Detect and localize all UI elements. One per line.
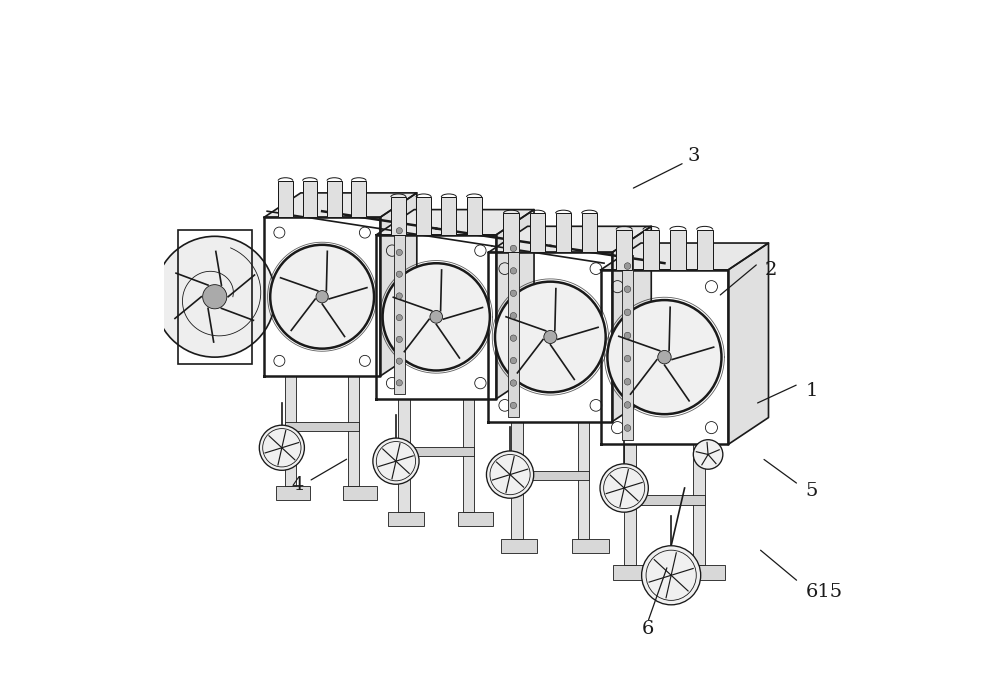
- Circle shape: [396, 249, 402, 255]
- Circle shape: [316, 290, 328, 303]
- Circle shape: [658, 350, 671, 364]
- Text: 2: 2: [765, 261, 778, 279]
- Bar: [416, 197, 431, 235]
- Bar: [693, 444, 705, 565]
- Text: 6: 6: [641, 620, 654, 638]
- Bar: [398, 447, 474, 456]
- Bar: [501, 539, 537, 553]
- Bar: [511, 471, 589, 481]
- Text: 1: 1: [805, 381, 818, 400]
- Bar: [285, 376, 296, 486]
- Bar: [508, 237, 519, 417]
- Bar: [463, 399, 474, 512]
- Bar: [178, 230, 252, 364]
- Circle shape: [510, 313, 517, 319]
- Bar: [458, 512, 493, 526]
- Circle shape: [154, 237, 275, 357]
- Bar: [285, 423, 359, 431]
- Polygon shape: [264, 193, 417, 217]
- Polygon shape: [376, 210, 534, 235]
- Bar: [278, 181, 293, 217]
- Circle shape: [203, 284, 227, 309]
- Bar: [343, 486, 377, 499]
- Circle shape: [510, 357, 517, 364]
- Circle shape: [624, 402, 631, 408]
- Text: 4: 4: [292, 476, 304, 493]
- Circle shape: [396, 358, 402, 364]
- Bar: [616, 230, 632, 270]
- Circle shape: [600, 464, 648, 512]
- Circle shape: [624, 286, 631, 293]
- Circle shape: [270, 245, 374, 348]
- Bar: [572, 539, 609, 553]
- Circle shape: [259, 425, 304, 470]
- Circle shape: [510, 380, 517, 386]
- Circle shape: [396, 271, 402, 277]
- Circle shape: [624, 332, 631, 339]
- Bar: [303, 181, 317, 217]
- Circle shape: [624, 425, 631, 431]
- Bar: [687, 565, 725, 580]
- Circle shape: [486, 451, 534, 498]
- Text: 3: 3: [688, 147, 700, 164]
- Bar: [503, 213, 519, 252]
- Polygon shape: [380, 193, 417, 376]
- Circle shape: [624, 379, 631, 385]
- Circle shape: [373, 438, 419, 484]
- Circle shape: [544, 330, 557, 344]
- Polygon shape: [612, 226, 651, 422]
- Bar: [327, 181, 342, 217]
- Bar: [613, 565, 651, 580]
- Bar: [276, 486, 310, 499]
- Circle shape: [693, 439, 723, 469]
- Text: 615: 615: [805, 583, 843, 601]
- Text: 5: 5: [805, 483, 818, 500]
- Circle shape: [642, 546, 701, 605]
- Circle shape: [624, 309, 631, 315]
- Circle shape: [383, 264, 490, 371]
- Circle shape: [396, 293, 402, 299]
- Bar: [643, 230, 659, 270]
- Circle shape: [510, 268, 517, 274]
- Bar: [441, 197, 456, 235]
- Bar: [398, 399, 410, 512]
- Bar: [697, 230, 713, 270]
- Circle shape: [510, 335, 517, 341]
- Bar: [394, 220, 405, 394]
- Polygon shape: [601, 243, 768, 270]
- Bar: [582, 213, 597, 252]
- Bar: [348, 376, 359, 486]
- Bar: [670, 230, 686, 270]
- Bar: [624, 495, 705, 505]
- Polygon shape: [728, 243, 768, 444]
- Circle shape: [510, 402, 517, 408]
- Bar: [556, 213, 571, 252]
- Circle shape: [396, 228, 402, 234]
- Bar: [578, 422, 589, 539]
- Circle shape: [624, 263, 631, 270]
- Polygon shape: [496, 210, 534, 399]
- Circle shape: [495, 282, 606, 392]
- Circle shape: [396, 379, 402, 386]
- Bar: [622, 255, 633, 439]
- Circle shape: [624, 355, 631, 362]
- Circle shape: [607, 300, 722, 415]
- Bar: [467, 197, 482, 235]
- Bar: [530, 213, 545, 252]
- Circle shape: [396, 336, 402, 342]
- Polygon shape: [488, 226, 651, 252]
- Bar: [391, 197, 406, 235]
- Bar: [624, 444, 636, 565]
- Bar: [511, 422, 523, 539]
- Bar: [351, 181, 366, 217]
- Circle shape: [430, 311, 443, 323]
- Circle shape: [396, 315, 402, 321]
- Circle shape: [510, 290, 517, 297]
- Bar: [388, 512, 424, 526]
- Circle shape: [510, 245, 517, 251]
